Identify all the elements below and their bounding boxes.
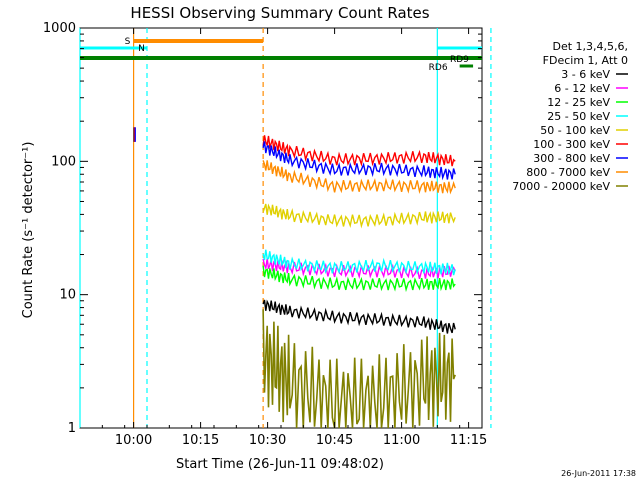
legend-label-0: 3 - 6 keV — [561, 68, 610, 81]
x-tick-label-5: 11:15 — [450, 433, 487, 448]
x-axis: 10:00 10:15 10:30 10:45 11:00 11:15 — [101, 28, 487, 448]
y-tick-label-1: 10 — [59, 288, 76, 303]
y-tick-label-3: 1000 — [43, 21, 76, 36]
y-tick-label-0: 1 — [68, 421, 76, 436]
x-axis-label: Start Time (26-Jun-11 09:48:02) — [176, 457, 384, 472]
x-tick-label-2: 10:30 — [249, 433, 286, 448]
flag-label-0: S — [125, 37, 131, 47]
legend-label-4: 50 - 100 keV — [540, 124, 610, 137]
legend-header-1: FDecim 1, Att 0 — [543, 54, 628, 67]
y-tick-label-2: 100 — [51, 154, 76, 169]
chart-title: HESSI Observing Summary Count Rates — [130, 4, 429, 22]
x-tick-label-0: 10:00 — [115, 433, 152, 448]
legend-header-0: Det 1,3,4,5,6, — [552, 40, 628, 53]
legend: Det 1,3,4,5,6,FDecim 1, Att 03 - 6 keV6 … — [512, 40, 628, 193]
series-line-7 — [262, 160, 456, 195]
legend-label-3: 25 - 50 keV — [547, 110, 610, 123]
series-line-5 — [262, 135, 456, 167]
series-line-2 — [262, 265, 456, 293]
legend-label-1: 6 - 12 keV — [554, 82, 610, 95]
legend-label-2: 12 - 25 keV — [547, 96, 610, 109]
y-axis-label: Count Rate (s⁻¹ detector⁻¹) — [21, 142, 36, 319]
series-line-8 — [262, 309, 456, 429]
series-line-0 — [262, 299, 456, 334]
x-tick-label-3: 10:45 — [316, 433, 353, 448]
flag-label-4: RD6 — [429, 63, 448, 73]
series-line-4 — [262, 203, 456, 229]
legend-label-5: 100 - 300 keV — [533, 138, 610, 151]
series-line-6 — [262, 141, 456, 181]
timestamp: 26-Jun-2011 17:38 — [561, 469, 636, 478]
flag-label-3: RD9 — [450, 55, 469, 65]
legend-label-6: 300 - 800 keV — [533, 152, 610, 165]
x-tick-label-4: 11:00 — [383, 433, 420, 448]
x-tick-label-1: 10:15 — [182, 433, 219, 448]
y-axis: 1 10 100 1000 — [43, 21, 482, 436]
flag-label-1: N — [138, 44, 145, 54]
series-line-3 — [262, 249, 456, 276]
legend-label-8: 7000 - 20000 keV — [512, 180, 610, 193]
legend-label-7: 800 - 7000 keV — [526, 166, 610, 179]
